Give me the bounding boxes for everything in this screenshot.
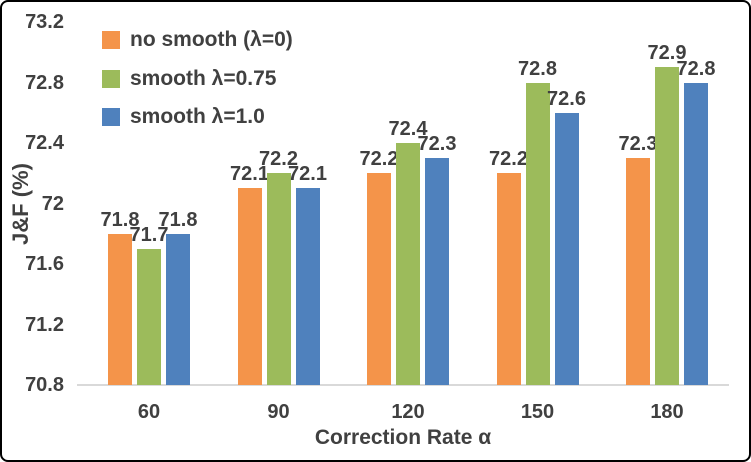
y-axis-tick-label: 72.4: [25, 132, 64, 154]
bar-120-series0: [367, 173, 391, 385]
bar-value-label: 71.8: [100, 208, 140, 231]
legend-item: no smooth (λ=0): [102, 29, 293, 51]
y-axis-tick-label: 71.6: [25, 253, 64, 275]
x-axis-tick-label: 60: [137, 401, 161, 423]
legend-swatch-icon: [102, 31, 120, 49]
bar-180-series2: [684, 82, 708, 385]
y-axis-tick-label: 70.8: [25, 374, 64, 396]
bar-value-label: 72.3: [417, 133, 457, 156]
bar-120-series2: [425, 158, 449, 385]
bar-value-label: 72.2: [359, 148, 399, 171]
x-axis-tick-label: 180: [650, 401, 684, 423]
bar-180-series0: [626, 158, 650, 385]
bar-60-series0: [108, 233, 132, 385]
bar-90-series1: [266, 173, 291, 385]
bar-90-series2: [295, 188, 320, 385]
bar-150-series0: [496, 173, 521, 385]
bar-150-series2: [554, 112, 579, 385]
x-axis-tick-label: 120: [391, 401, 425, 423]
bar-value-label: 72.9: [647, 42, 687, 65]
bar-180-series1: [655, 67, 679, 385]
y-axis: 73.2 72.8 72.4 72 71.6 71.2 70.8: [2, 2, 64, 460]
y-axis-tick-label: 72: [41, 192, 64, 215]
legend-item: smooth λ=0.75: [102, 66, 277, 90]
x-axis-line: [77, 384, 729, 386]
x-axis-tick-label: 90: [267, 401, 290, 423]
bar-value-label: 71.7: [129, 223, 169, 246]
x-axis-tick-label: 150: [520, 401, 555, 423]
y-axis-tick-label: 72.8: [25, 71, 64, 94]
legend-label: no smooth (λ=0): [130, 28, 293, 51]
bar-value-label: 72.6: [547, 87, 586, 110]
x-axis-title: Correction Rate α: [314, 426, 492, 449]
legend-label: smooth λ=1.0: [130, 105, 265, 128]
bar-150-series1: [525, 82, 550, 385]
bar-90-series0: [237, 188, 262, 385]
y-axis-tick-label: 73.2: [25, 11, 64, 33]
bar-value-label: 72.8: [676, 57, 716, 80]
bar-value-label: 72.1: [230, 163, 269, 186]
legend-swatch-icon: [102, 108, 120, 126]
bar-60-series2: [166, 233, 190, 385]
bar-value-label: 72.1: [288, 163, 327, 186]
bar-value-label: 72.4: [388, 118, 428, 140]
legend-item: smooth λ=1.0: [102, 106, 265, 128]
y-axis-tick-label: 71.2: [25, 313, 64, 336]
legend-swatch-icon: [102, 69, 120, 88]
bar-value-label: 72.2: [489, 148, 528, 171]
bar-value-label: 72.8: [518, 57, 557, 80]
bar-value-label: 72.2: [259, 148, 298, 171]
bar-120-series1: [396, 143, 420, 385]
bar-value-label: 71.8: [158, 208, 198, 231]
bar-60-series1: [137, 248, 161, 385]
legend-label: smooth λ=0.75: [130, 66, 277, 90]
x-axis: 60 90 120 150 180: [2, 400, 749, 426]
bar-value-label: 72.3: [618, 133, 658, 156]
